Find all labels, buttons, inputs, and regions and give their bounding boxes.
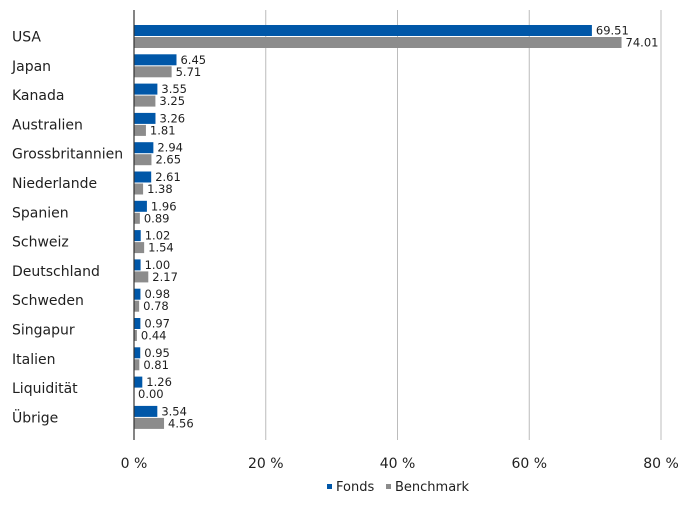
- bar-benchmark: [134, 124, 146, 136]
- data-label: 2.94: [157, 141, 183, 155]
- category-label: Schweden: [12, 293, 84, 309]
- data-label: 0.98: [144, 287, 170, 301]
- bar-benchmark: [134, 330, 137, 341]
- data-label: 0.44: [141, 329, 167, 343]
- legend-swatch: [386, 484, 391, 489]
- bar-benchmark: [134, 183, 144, 195]
- category-label: Japan: [11, 59, 51, 75]
- data-label: 5.71: [176, 65, 202, 79]
- bar-fonds: [134, 376, 143, 388]
- data-label: 6.45: [180, 53, 206, 67]
- legend-label: Fonds: [336, 480, 374, 495]
- x-tick-label: 20 %: [248, 456, 284, 472]
- x-tick-label: 60 %: [511, 456, 547, 472]
- data-label: 74.01: [626, 36, 659, 50]
- bar-fonds: [134, 230, 141, 242]
- category-label: Schweiz: [12, 235, 69, 251]
- data-label: 2.65: [155, 153, 181, 167]
- category-label: Italien: [12, 352, 55, 368]
- category-label: Niederlande: [12, 176, 97, 192]
- data-label: 2.17: [152, 270, 178, 284]
- data-label: 0.78: [143, 299, 169, 313]
- bar-benchmark: [134, 66, 172, 78]
- category-label: Liquidität: [12, 381, 78, 397]
- bar-benchmark: [134, 359, 140, 371]
- data-label: 1.38: [147, 182, 173, 196]
- data-label: 0.00: [138, 387, 164, 401]
- legend: Fonds Benchmark: [327, 480, 470, 495]
- data-label: 3.25: [159, 94, 185, 108]
- data-label: 1.54: [148, 241, 174, 255]
- data-label: 1.02: [145, 229, 171, 243]
- bar-benchmark: [134, 417, 165, 429]
- data-label: 3.26: [159, 111, 185, 125]
- bar-fonds: [134, 171, 152, 183]
- data-label: 1.00: [145, 258, 171, 272]
- category-label: Australien: [12, 117, 83, 133]
- bar-benchmark: [134, 300, 140, 312]
- category-label: Grossbritannien: [12, 147, 123, 163]
- bar-fonds: [134, 25, 592, 36]
- x-tick-label: 40 %: [380, 456, 416, 472]
- category-label: Deutschland: [12, 264, 100, 280]
- bar-fonds: [134, 288, 141, 300]
- category-label: Kanada: [12, 88, 64, 104]
- bar-benchmark: [134, 154, 152, 166]
- bar-fonds: [134, 54, 177, 66]
- data-label: 0.81: [143, 358, 169, 372]
- category-label: USA: [12, 30, 41, 46]
- bar-fonds: [134, 405, 158, 417]
- bar-fonds: [134, 112, 156, 124]
- bar-fonds: [134, 347, 141, 359]
- bar-benchmark: [134, 271, 149, 283]
- bar-benchmark: [134, 212, 140, 224]
- data-label: 4.56: [168, 416, 194, 430]
- category-label: Übrige: [12, 408, 58, 426]
- bar-fonds: [134, 83, 158, 95]
- legend-swatch: [327, 484, 332, 489]
- x-tick-label: 0 %: [121, 456, 148, 472]
- data-label: 0.97: [144, 317, 170, 331]
- data-label: 2.61: [155, 170, 181, 184]
- data-label: 1.26: [146, 375, 172, 389]
- data-label: 1.81: [150, 123, 176, 137]
- category-label: Spanien: [12, 205, 69, 221]
- bars: [134, 25, 622, 429]
- data-label: 3.55: [161, 82, 187, 96]
- bar-fonds: [134, 142, 154, 154]
- category-label: Singapur: [12, 323, 75, 339]
- gridlines: [265, 10, 662, 440]
- bar-fonds: [134, 259, 141, 271]
- bar-fonds: [134, 318, 141, 329]
- data-label: 1.96: [151, 199, 177, 213]
- x-tick-label: 80 %: [643, 456, 679, 472]
- bar-benchmark: [134, 95, 156, 107]
- bar-benchmark: [134, 242, 145, 254]
- data-label: 3.54: [161, 404, 187, 418]
- data-label: 0.89: [144, 211, 170, 225]
- data-label: 69.51: [596, 24, 629, 38]
- bar-benchmark: [134, 37, 622, 48]
- data-label: 0.95: [144, 346, 170, 360]
- legend-label: Benchmark: [395, 480, 470, 495]
- bar-fonds: [134, 200, 147, 212]
